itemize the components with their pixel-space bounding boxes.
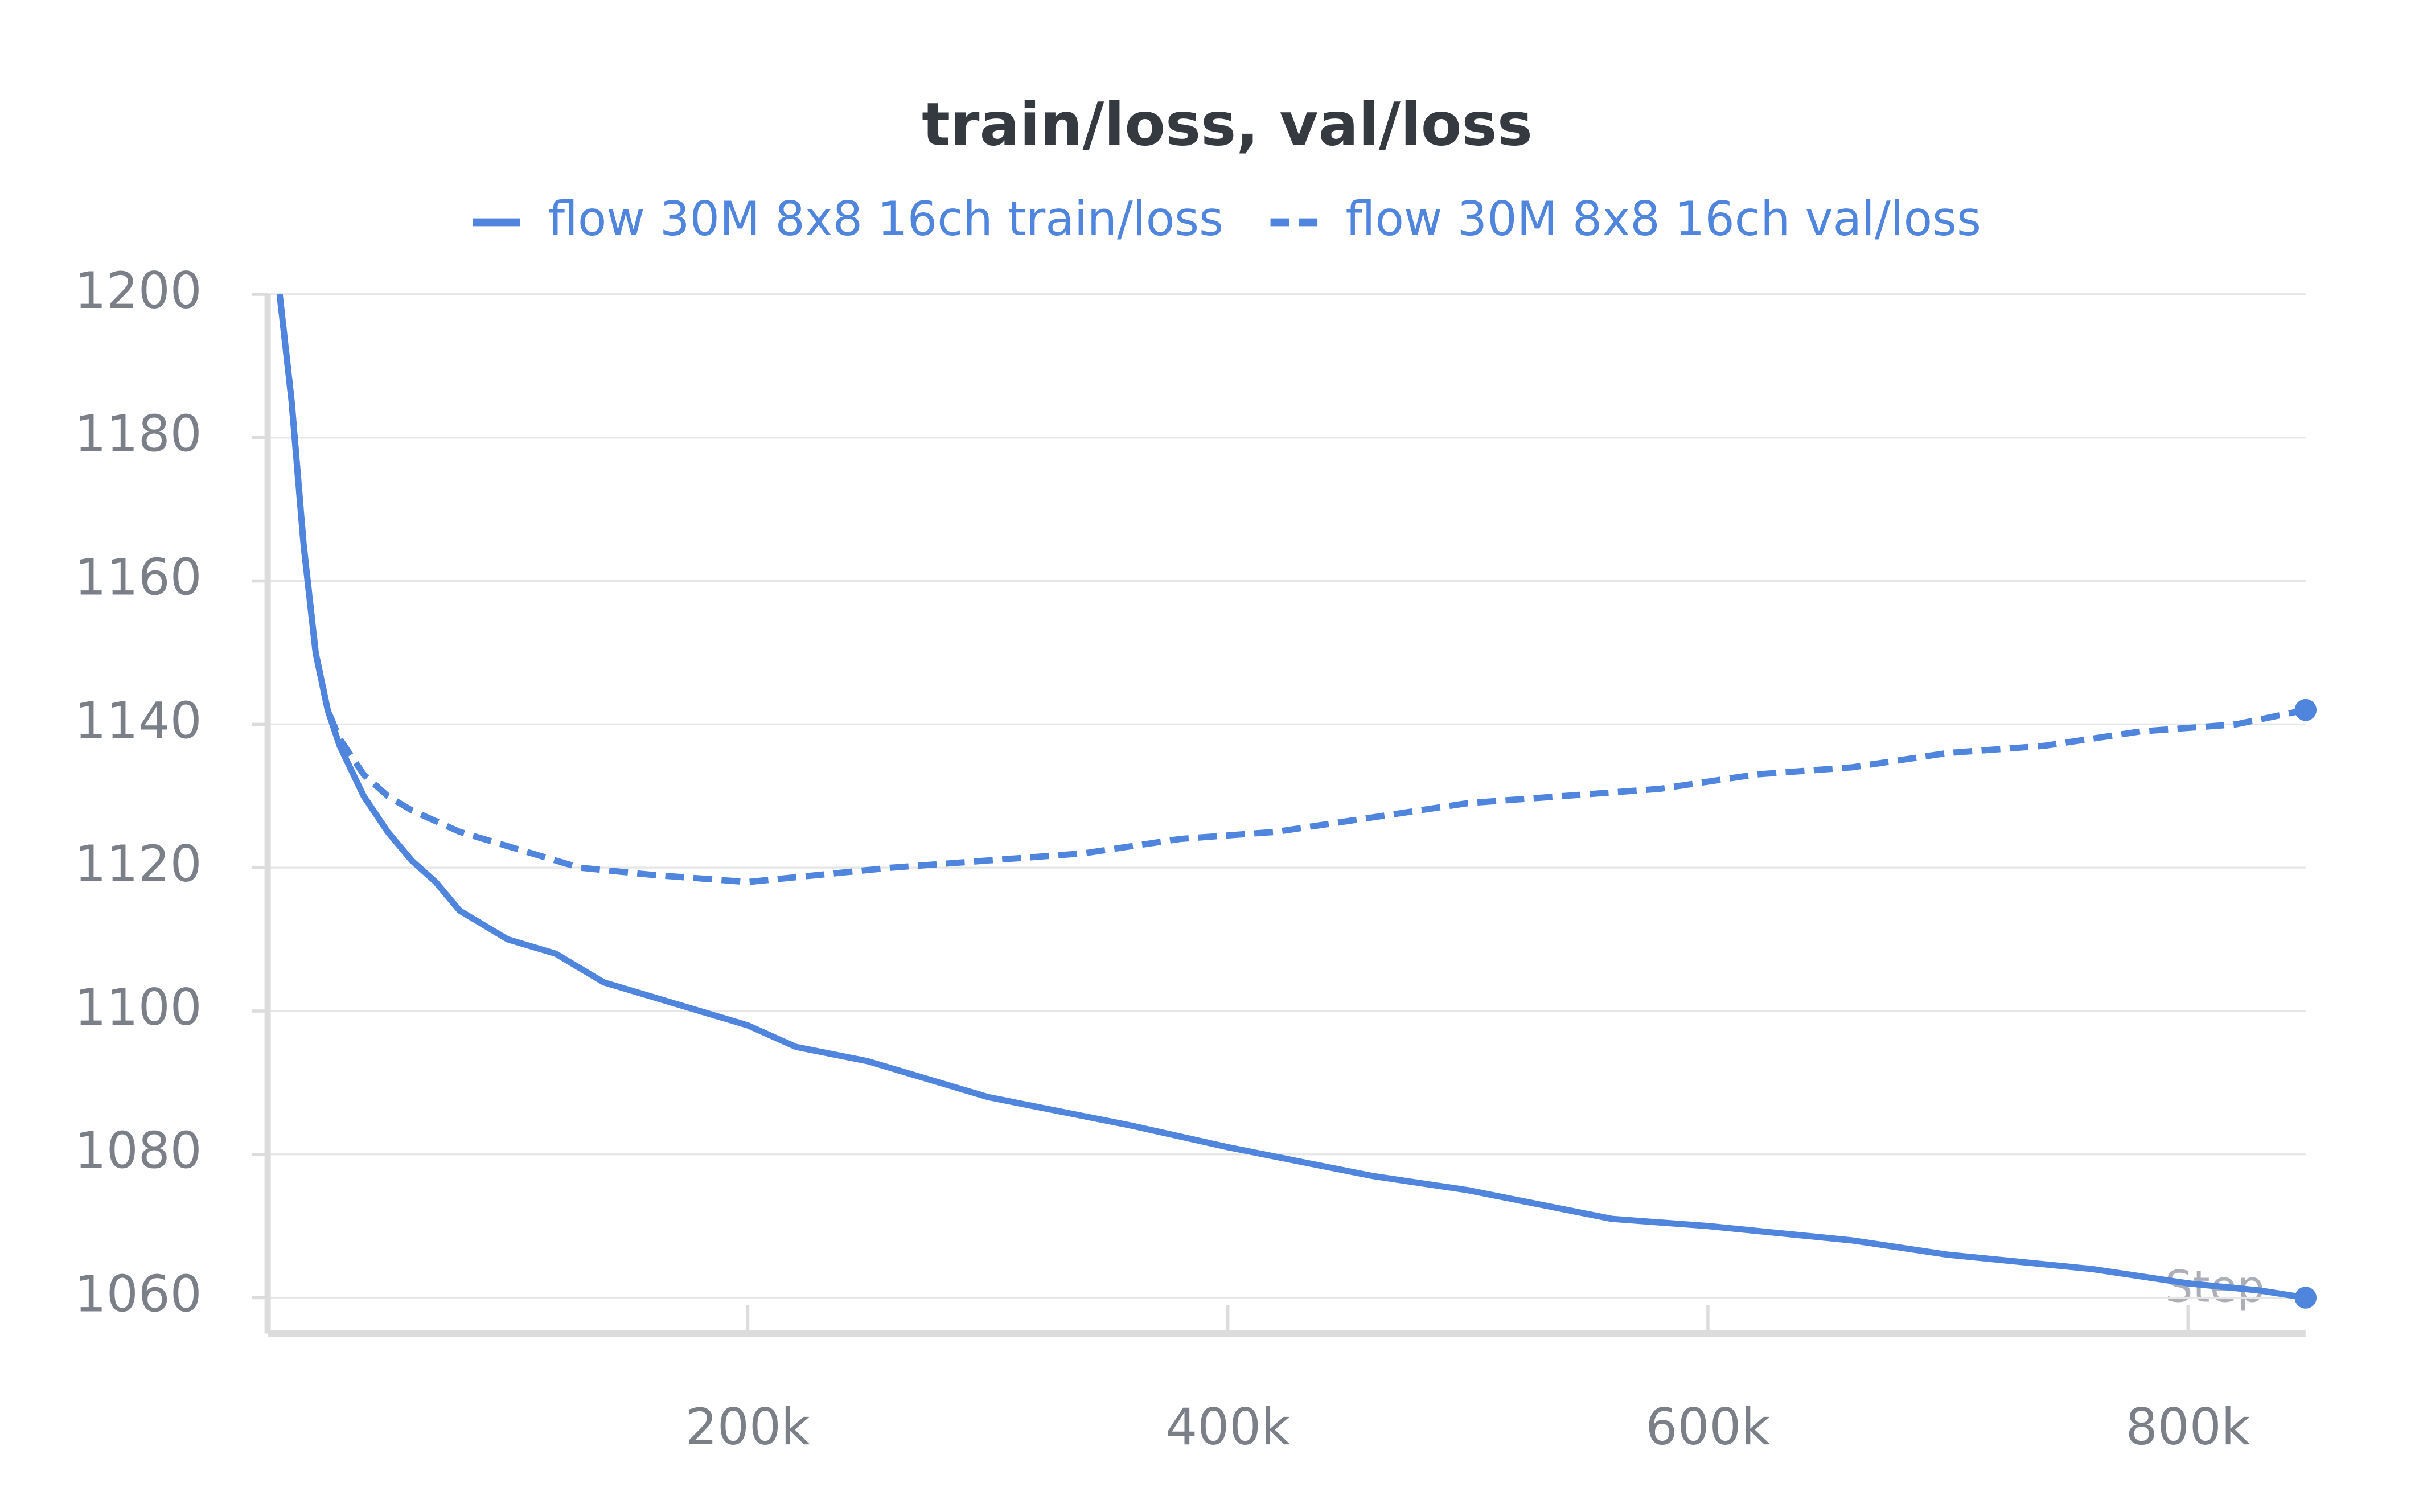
- y-tick-label: 1200: [75, 261, 202, 320]
- end-point: [2294, 1287, 2317, 1309]
- chart-title: train/loss, val/loss: [922, 89, 1533, 159]
- x-tick-label: 400k: [1165, 1398, 1290, 1456]
- end-point: [2294, 699, 2317, 721]
- y-tick-label: 1060: [75, 1264, 202, 1323]
- x-tick-label: 800k: [2126, 1398, 2250, 1456]
- x-tick-label: 200k: [685, 1398, 810, 1456]
- y-tick-label: 1120: [75, 835, 202, 893]
- y-tick-label: 1180: [75, 405, 202, 463]
- legend: flow 30M 8x8 16ch train/loss flow 30M 8x8…: [473, 192, 1981, 246]
- y-tick-label: 1140: [75, 691, 202, 750]
- y-tick-label: 1080: [75, 1121, 202, 1180]
- x-tick-label: 600k: [1646, 1398, 1771, 1456]
- y-tick-label: 1100: [75, 978, 202, 1037]
- line-series: [276, 294, 2306, 1301]
- line-series: [276, 294, 2306, 885]
- legend-label: flow 30M 8x8 16ch val/loss: [1346, 192, 1981, 246]
- legend-label: flow 30M 8x8 16ch train/loss: [548, 192, 1223, 246]
- y-tick-label: 1160: [75, 548, 202, 606]
